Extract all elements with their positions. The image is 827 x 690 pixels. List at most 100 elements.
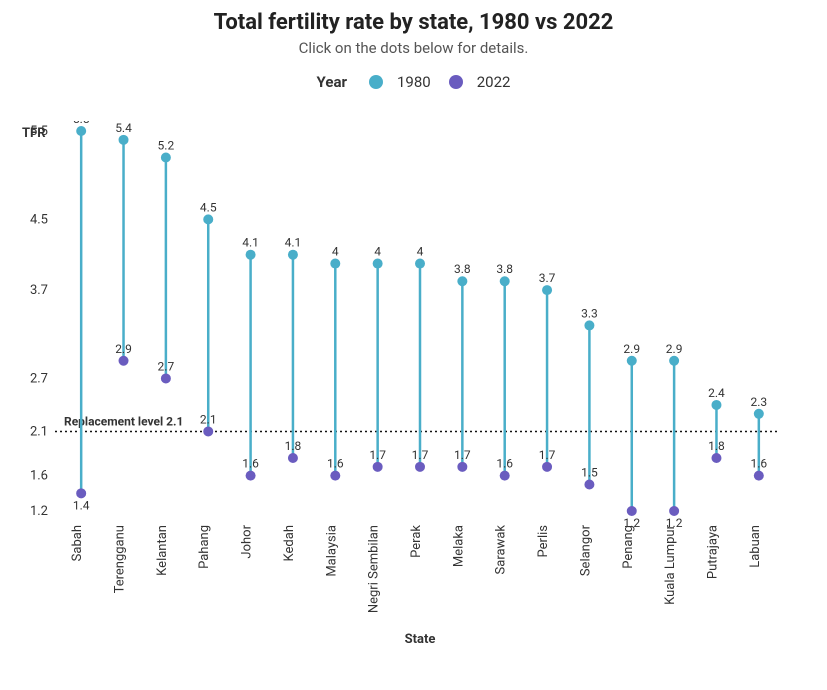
dot-2022[interactable] — [203, 426, 213, 436]
x-tick-label: Johor — [240, 524, 255, 558]
value-label-1980: 4 — [374, 245, 381, 259]
value-label-1980: 3.3 — [581, 306, 598, 320]
y-tick-label: 5.5 — [30, 124, 48, 139]
y-tick-label: 2.7 — [30, 371, 48, 386]
chart-title: Total fertility rate by state, 1980 vs 2… — [0, 0, 827, 35]
dot-2022[interactable] — [119, 356, 129, 366]
dot-1980[interactable] — [203, 214, 213, 224]
value-label-2022: 1.6 — [242, 457, 259, 471]
dot-1980[interactable] — [457, 276, 467, 286]
value-label-1980: 3.8 — [496, 262, 513, 276]
dot-2022[interactable] — [415, 462, 425, 472]
value-label-2022: 1.7 — [539, 448, 556, 462]
value-label-1980: 4.1 — [242, 236, 259, 250]
dot-2022[interactable] — [161, 373, 171, 383]
value-label-2022: 1.7 — [454, 448, 471, 462]
dot-1980[interactable] — [500, 276, 510, 286]
legend-item-2022[interactable]: 2022 — [477, 73, 511, 91]
value-label-2022: 1.6 — [750, 457, 767, 471]
dot-1980[interactable] — [330, 259, 340, 269]
dot-2022[interactable] — [542, 462, 552, 472]
legend-swatch-1980 — [369, 75, 383, 89]
x-tick-label: Kuala Lumpur — [663, 524, 678, 604]
x-tick-label: Malaysia — [324, 525, 339, 577]
value-label-2022: 1.8 — [708, 439, 725, 453]
value-label-2022: 1.4 — [73, 498, 90, 512]
value-label-1980: 5.4 — [115, 121, 132, 135]
value-label-2022: 1.7 — [412, 448, 429, 462]
x-tick-label: Selangor — [578, 524, 593, 576]
y-tick-label: 1.6 — [30, 469, 48, 484]
value-label-1980: 4.5 — [200, 200, 217, 214]
dot-2022[interactable] — [500, 471, 510, 481]
value-label-1980: 3.8 — [454, 262, 471, 276]
value-label-1980: 3.7 — [539, 271, 556, 285]
value-label-1980: 4.1 — [285, 236, 302, 250]
value-label-1980: 2.3 — [750, 395, 767, 409]
dot-2022[interactable] — [76, 488, 86, 498]
dot-1980[interactable] — [161, 153, 171, 163]
x-tick-label: Putrajaya — [705, 525, 720, 579]
y-tick-label: 3.7 — [30, 283, 48, 298]
x-tick-label: Perak — [409, 525, 424, 558]
legend: Year 1980 2022 — [0, 73, 827, 91]
chart-svg: TFR5.54.53.72.72.11.61.2Replacement leve… — [0, 121, 800, 651]
value-label-1980: 2.9 — [623, 342, 640, 356]
plot-area: TFR5.54.53.72.72.11.61.2Replacement leve… — [0, 121, 827, 651]
value-label-2022: 2.1 — [200, 412, 217, 426]
y-tick-label: 2.1 — [30, 424, 48, 439]
value-label-1980: 4 — [417, 245, 424, 259]
x-tick-label: Kelantan — [155, 525, 170, 576]
dot-2022[interactable] — [330, 471, 340, 481]
x-tick-label: Perlis — [536, 525, 551, 558]
value-label-1980: 5.2 — [158, 139, 175, 153]
x-axis-title: State — [405, 632, 436, 647]
dot-1980[interactable] — [542, 285, 552, 295]
dot-2022[interactable] — [754, 471, 764, 481]
dot-2022[interactable] — [288, 453, 298, 463]
value-label-2022: 1.8 — [285, 439, 302, 453]
value-label-2022: 1.5 — [581, 465, 598, 479]
x-tick-label: Terengganu — [113, 525, 128, 593]
dot-1980[interactable] — [288, 250, 298, 260]
value-label-1980: 5.5 — [73, 121, 90, 126]
y-tick-label: 1.2 — [30, 504, 48, 519]
dot-2022[interactable] — [584, 479, 594, 489]
value-label-2022: 1.6 — [327, 457, 344, 471]
dot-1980[interactable] — [711, 400, 721, 410]
value-label-1980: 2.9 — [666, 342, 683, 356]
dot-2022[interactable] — [246, 471, 256, 481]
x-tick-label: Pahang — [197, 525, 212, 569]
x-tick-label: Negri Sembilan — [367, 525, 382, 613]
value-label-2022: 1.6 — [496, 457, 513, 471]
dot-1980[interactable] — [119, 135, 129, 145]
legend-item-1980[interactable]: 1980 — [397, 73, 431, 91]
legend-label: Year — [317, 73, 347, 91]
dot-2022[interactable] — [373, 462, 383, 472]
x-tick-label: Sarawak — [494, 525, 509, 575]
legend-swatch-2022 — [449, 75, 463, 89]
dot-1980[interactable] — [669, 356, 679, 366]
dot-1980[interactable] — [415, 259, 425, 269]
value-label-1980: 4 — [332, 245, 339, 259]
dot-1980[interactable] — [627, 356, 637, 366]
dot-1980[interactable] — [584, 320, 594, 330]
dot-1980[interactable] — [754, 409, 764, 419]
dot-1980[interactable] — [373, 259, 383, 269]
chart-subtitle: Click on the dots below for details. — [0, 39, 827, 57]
value-label-2022: 2.9 — [115, 342, 132, 356]
value-label-2022: 2.7 — [158, 359, 175, 373]
x-tick-label: Melaka — [451, 525, 466, 567]
dot-1980[interactable] — [76, 126, 86, 136]
dot-1980[interactable] — [246, 250, 256, 260]
dot-2022[interactable] — [711, 453, 721, 463]
x-tick-label: Labuan — [748, 525, 763, 568]
dot-2022[interactable] — [669, 506, 679, 516]
value-label-1980: 2.4 — [708, 386, 725, 400]
x-tick-label: Sabah — [70, 525, 85, 561]
value-label-2022: 1.7 — [369, 448, 386, 462]
dot-2022[interactable] — [457, 462, 467, 472]
y-tick-label: 4.5 — [30, 212, 48, 227]
dot-2022[interactable] — [627, 506, 637, 516]
x-tick-label: Kedah — [282, 525, 297, 561]
